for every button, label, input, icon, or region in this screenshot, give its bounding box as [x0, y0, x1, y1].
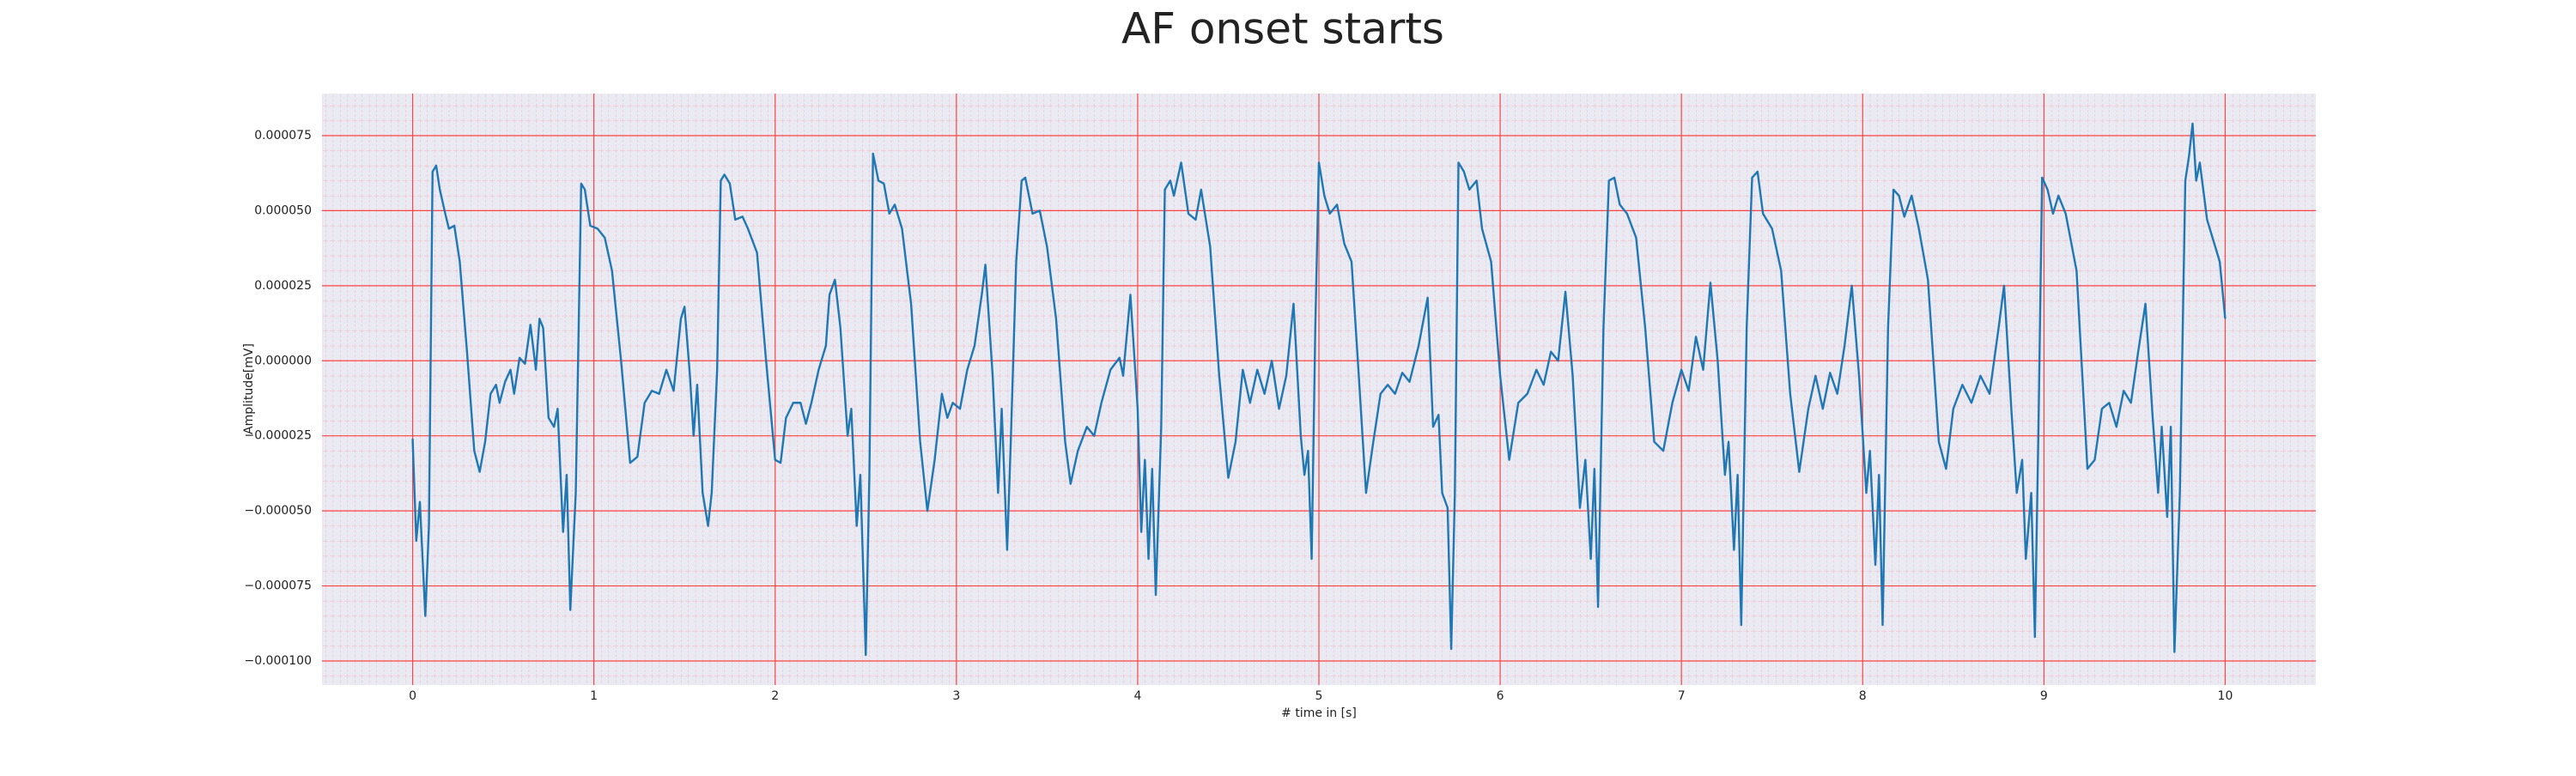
x-tick-label: 2 [771, 689, 779, 703]
x-tick-label: 1 [590, 689, 598, 703]
x-axis-label: # time in [s] [1281, 706, 1357, 720]
y-tick-label: 0.000000 [254, 354, 312, 367]
y-tick-label: −0.000025 [244, 429, 312, 443]
x-tick-label: 0 [409, 689, 416, 703]
y-tick-label: −0.000100 [244, 654, 312, 668]
x-tick-label: 5 [1315, 689, 1323, 703]
x-tick-label: 4 [1133, 689, 1141, 703]
x-tick-label: 9 [2040, 689, 2048, 703]
chart-title: AF onset starts [1121, 4, 1444, 54]
y-tick-label: −0.000050 [244, 504, 312, 518]
y-tick-label: −0.000075 [244, 579, 312, 593]
x-tick-label: 7 [1678, 689, 1686, 703]
x-tick-label: 6 [1497, 689, 1504, 703]
x-tick-label: 10 [2218, 689, 2233, 703]
y-tick-label: 0.000025 [254, 279, 312, 293]
x-tick-label: 3 [952, 689, 960, 703]
x-tick-label: 8 [1859, 689, 1867, 703]
line-series [411, 122, 2227, 657]
y-axis-label: Amplitude[mV] [242, 343, 256, 434]
y-tick-label: 0.000050 [254, 203, 312, 217]
y-tick-label: 0.000075 [254, 129, 312, 142]
